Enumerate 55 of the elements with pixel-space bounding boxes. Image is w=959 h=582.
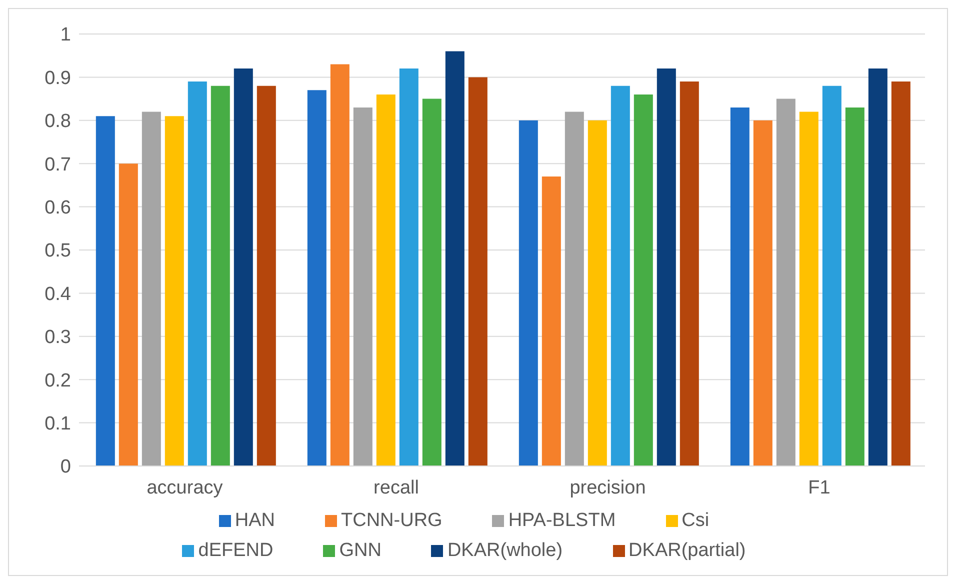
y-tick-label: 0.5 — [44, 240, 71, 262]
bar — [588, 120, 607, 466]
y-tick-label: 0.6 — [44, 198, 71, 219]
x-tick-label: accuracy — [146, 477, 224, 498]
y-tick-label: 0 — [60, 456, 71, 478]
bar — [468, 77, 488, 466]
legend-label: TCNN-URG — [341, 510, 442, 531]
legend-label: DKAR(whole) — [447, 540, 563, 561]
bar — [656, 68, 676, 466]
bar — [118, 164, 138, 466]
y-tick-label: 0.4 — [44, 284, 72, 305]
bar — [234, 68, 253, 466]
legend-label: dEFEND — [198, 540, 274, 561]
y-tick-label: 0.3 — [44, 327, 71, 348]
legend-label: DKAR(partial) — [628, 540, 746, 561]
legend-label: HAN — [234, 510, 275, 531]
bar — [376, 94, 396, 466]
bar — [564, 112, 584, 466]
bar — [610, 86, 630, 466]
bar — [891, 82, 910, 466]
x-tick-label: recall — [374, 477, 419, 498]
bar — [776, 98, 796, 466]
bar — [256, 86, 276, 466]
y-tick-label: 0.9 — [44, 68, 71, 89]
bar — [142, 112, 161, 466]
bar — [542, 176, 561, 466]
bar — [307, 90, 326, 466]
bar — [188, 82, 207, 466]
bar — [210, 86, 230, 466]
bar — [96, 116, 115, 466]
y-tick-label: 0.2 — [44, 370, 71, 392]
bar — [799, 112, 818, 466]
bar — [353, 107, 372, 466]
bar — [399, 68, 418, 466]
x-tick-label: precision — [570, 477, 646, 498]
bar — [164, 116, 184, 466]
x-tick-label: F1 — [808, 477, 830, 498]
bar — [518, 120, 538, 466]
bar — [753, 120, 772, 466]
bar — [330, 64, 350, 466]
y-tick-label: 1 — [60, 24, 71, 46]
bar — [422, 98, 442, 466]
bar — [634, 94, 653, 466]
y-tick-label: 0.1 — [44, 414, 71, 435]
bar — [868, 68, 888, 466]
bar — [822, 86, 842, 466]
bar — [680, 82, 699, 466]
bar — [445, 51, 464, 466]
legend-label: GNN — [339, 540, 382, 561]
legend-label: HPA-BLSTM — [508, 510, 616, 531]
bar — [730, 107, 750, 466]
bar — [845, 107, 864, 466]
legend-label: Csi — [682, 510, 710, 531]
y-tick-label: 0.7 — [44, 154, 71, 176]
y-tick-label: 0.8 — [44, 111, 71, 132]
